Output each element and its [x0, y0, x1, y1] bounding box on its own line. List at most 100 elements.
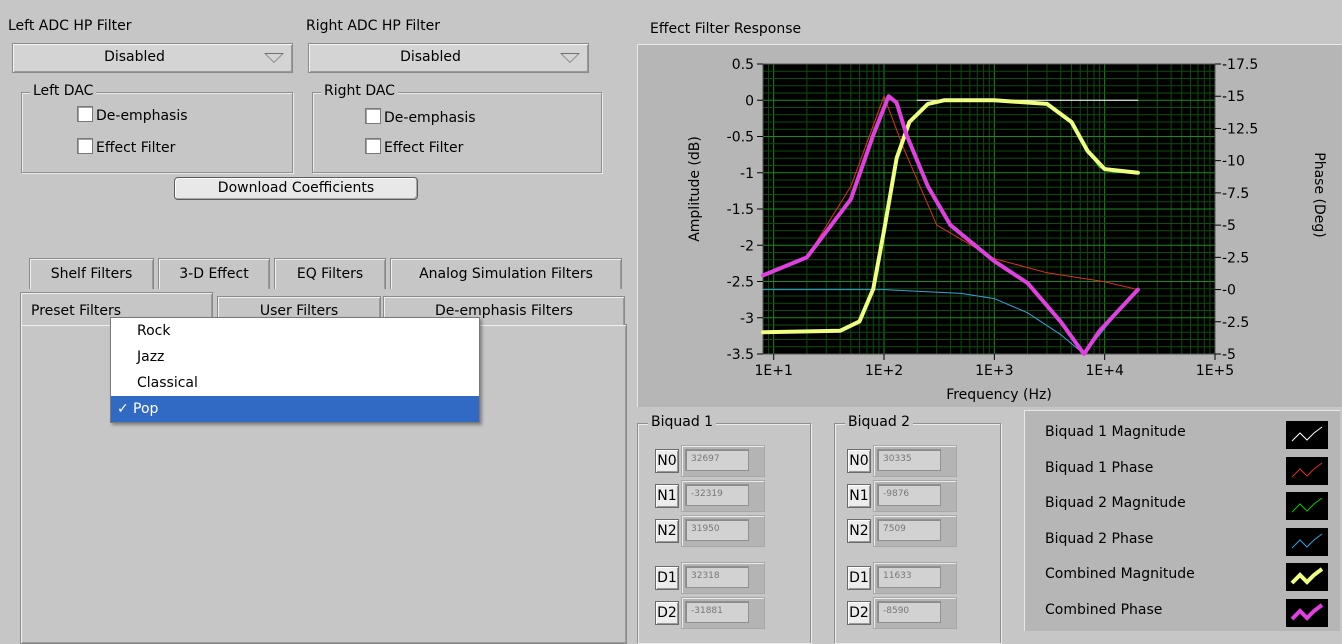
- left-adc-value: Disabled: [104, 49, 165, 65]
- legend-line-sample: [1291, 533, 1323, 548]
- coef-n0-button[interactable]: N0: [655, 449, 679, 473]
- right-adc-select[interactable]: Disabled: [308, 43, 589, 73]
- checkbox-icon: [365, 108, 381, 124]
- legend-swatch[interactable]: [1286, 598, 1328, 627]
- coef-d2-button[interactable]: D2: [847, 601, 871, 625]
- coef-n0-field[interactable]: 32697: [685, 449, 749, 471]
- y2-tick-label: -17.5: [1222, 57, 1258, 73]
- coef-n2-field[interactable]: 31950: [685, 519, 749, 541]
- biquad2-group: Biquad 2: [834, 414, 1001, 643]
- left-deemphasis-label: De-emphasis: [96, 108, 188, 124]
- y-tick-label: -2: [740, 238, 754, 254]
- left-adc-select[interactable]: Disabled: [12, 43, 293, 73]
- menu-item-label: Classical: [137, 375, 198, 391]
- legend-label: Combined Phase: [1045, 601, 1163, 618]
- series-biquad-1-phase: [762, 95, 1139, 291]
- y-tick-label: -0.5: [727, 130, 754, 146]
- right-dac-group: Right DAC De-emphasis Effect Filter: [312, 83, 602, 173]
- x-tick-label: 1E+1: [754, 363, 792, 379]
- right-adc-value: Disabled: [400, 49, 461, 65]
- coef-n0-button[interactable]: N0: [847, 449, 871, 473]
- biquad1-group: Biquad 1: [637, 414, 811, 643]
- legend-swatch[interactable]: [1286, 456, 1328, 485]
- x-axis-label: Frequency (Hz): [946, 387, 1052, 403]
- y2-tick-label: -12.5: [1222, 121, 1258, 137]
- legend-line-sample: [1290, 567, 1324, 585]
- x-tick-label: 1E+5: [1196, 363, 1234, 379]
- legend-label: Biquad 1 Magnitude: [1045, 424, 1186, 440]
- checkbox-icon: [365, 138, 381, 154]
- legend-label: Combined Magnitude: [1045, 566, 1195, 582]
- menu-item-jazz[interactable]: Jazz: [111, 344, 479, 370]
- coef-d2-field[interactable]: -8590: [877, 601, 941, 623]
- x-tick-label: 1E+3: [975, 363, 1013, 379]
- y2-tick-label: -0: [1222, 283, 1236, 299]
- tab-analog-simulation-filters[interactable]: Analog Simulation Filters: [390, 258, 622, 289]
- coef-n1-field[interactable]: -32319: [685, 484, 749, 506]
- biquad1-title: Biquad 1: [648, 414, 717, 430]
- plot-legend: Biquad 1 Magnitude Biquad 1 Phase Biquad 2…: [1024, 410, 1340, 631]
- x-tick-label: 1E+4: [1085, 363, 1123, 379]
- coef-d1-button[interactable]: D1: [655, 566, 679, 590]
- tab-eq-filters[interactable]: EQ Filters: [274, 258, 386, 289]
- preset-dropdown-menu: Rock Jazz Classical ✓ Pop: [110, 317, 480, 423]
- y2-tick-label: -7.5: [1222, 186, 1249, 202]
- series-combined-phase: [761, 94, 1140, 356]
- coef-d1-field[interactable]: 32318: [685, 566, 749, 588]
- left-adc-label: Left ADC HP Filter: [8, 18, 132, 34]
- coef-n1-field[interactable]: -9876: [877, 484, 941, 506]
- coef-n2-button[interactable]: N2: [655, 519, 679, 543]
- menu-item-rock[interactable]: Rock: [111, 318, 479, 344]
- left-effect-filter-checkbox[interactable]: Effect Filter: [77, 138, 175, 156]
- y-tick-label: -2.5: [727, 275, 754, 291]
- y-tick-label: -3.5: [727, 347, 754, 363]
- coef-d1-button[interactable]: D1: [847, 566, 871, 590]
- y-tick-label: -1: [740, 166, 754, 182]
- y-tick-label: 0: [745, 93, 754, 109]
- right-effect-filter-label: Effect Filter: [384, 140, 464, 156]
- chevron-down-icon: [264, 53, 284, 63]
- coef-d1-field[interactable]: 11633: [877, 566, 941, 588]
- tab-3d-effect[interactable]: 3-D Effect: [158, 258, 270, 289]
- menu-item-classical[interactable]: Classical: [111, 370, 479, 396]
- menu-item-label: Pop: [133, 401, 159, 417]
- y2-axis-label: Phase (Deg): [1311, 152, 1327, 237]
- legend-line-sample: [1291, 426, 1323, 442]
- legend-swatch[interactable]: [1286, 421, 1328, 449]
- chevron-down-icon: [560, 53, 580, 63]
- y-tick-label: 0.5: [732, 57, 754, 73]
- legend-swatch[interactable]: [1286, 527, 1328, 556]
- checkbox-icon: [77, 138, 93, 154]
- right-effect-filter-checkbox[interactable]: Effect Filter: [365, 138, 463, 156]
- coef-n1-button[interactable]: N1: [655, 484, 679, 508]
- x-tick-label: 1E+2: [865, 363, 903, 379]
- coef-n2-field[interactable]: 7509: [877, 519, 941, 541]
- y2-tick-label: -2.5: [1222, 315, 1249, 331]
- coef-d2-field[interactable]: -31881: [685, 601, 749, 623]
- y-tick-label: -3: [740, 311, 754, 327]
- legend-swatch[interactable]: [1286, 492, 1328, 520]
- y-axis-label: Amplitude (dB): [687, 136, 703, 242]
- tab-shelf-filters[interactable]: Shelf Filters: [29, 258, 154, 289]
- coef-n2-button[interactable]: N2: [847, 519, 871, 543]
- checkbox-icon: [77, 106, 93, 122]
- legend-label: Biquad 2 Phase: [1045, 530, 1154, 547]
- coef-n0-field[interactable]: 30335: [877, 449, 941, 471]
- legend-swatch[interactable]: [1286, 563, 1328, 591]
- legend-label: Biquad 1 Phase: [1045, 459, 1154, 476]
- left-deemphasis-checkbox[interactable]: De-emphasis: [77, 106, 188, 124]
- legend-line-sample: [1291, 462, 1323, 477]
- coef-d2-button[interactable]: D2: [655, 601, 679, 625]
- menu-item-pop[interactable]: ✓ Pop: [111, 396, 479, 422]
- menu-item-label: Rock: [137, 323, 171, 339]
- series-combined-magnitude: [761, 98, 1140, 335]
- left-dac-title: Left DAC: [30, 83, 97, 99]
- legend-line-sample: [1290, 602, 1324, 621]
- effect-filter-response-chart: 0.5 0 -0.5 -1 -1.5 -2 -2.5 -3 -3.5 -17.5 -15 -12.5 -…: [687, 57, 1327, 403]
- right-deemphasis-checkbox[interactable]: De-emphasis: [365, 108, 476, 126]
- coef-n1-button[interactable]: N1: [847, 484, 871, 508]
- download-coefficients-button[interactable]: Download Coefficients: [174, 177, 418, 200]
- right-adc-label: Right ADC HP Filter: [306, 18, 440, 34]
- right-deemphasis-label: De-emphasis: [384, 110, 476, 126]
- legend-label: Biquad 2 Magnitude: [1045, 495, 1186, 511]
